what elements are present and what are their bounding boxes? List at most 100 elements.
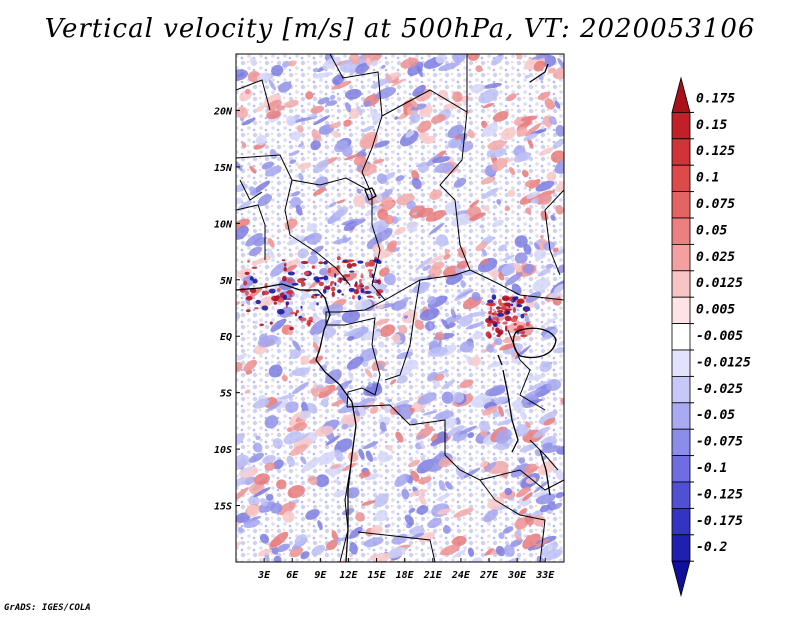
field-cell xyxy=(370,525,383,536)
field-cell xyxy=(408,489,428,497)
field-cell xyxy=(296,260,304,269)
field-cell xyxy=(516,304,523,308)
field-cell xyxy=(269,148,278,160)
field-cell xyxy=(378,341,385,348)
field-cell xyxy=(533,60,546,72)
field-cell xyxy=(386,547,407,559)
field-cell xyxy=(310,386,330,394)
field-cell xyxy=(557,57,564,69)
field-cell xyxy=(496,198,502,205)
field-cell xyxy=(265,494,274,501)
boundary-line xyxy=(344,317,381,408)
field-cell xyxy=(379,324,396,337)
colorbar-label: -0.125 xyxy=(696,487,743,502)
field-cell xyxy=(292,340,301,351)
lon-label: 24E xyxy=(451,570,471,581)
field-cell xyxy=(394,473,410,488)
field-cell xyxy=(271,64,284,77)
field-cell xyxy=(444,249,451,255)
field-cell xyxy=(330,464,341,469)
field-cell xyxy=(491,294,497,300)
field-cell xyxy=(236,541,242,549)
field-cell xyxy=(313,187,327,196)
field-cell xyxy=(300,355,310,365)
field-cell xyxy=(523,263,535,274)
field-cell xyxy=(236,487,249,502)
field-cell xyxy=(543,328,559,340)
field-cell xyxy=(514,235,528,248)
field-cell xyxy=(440,544,460,556)
field-cell xyxy=(496,334,501,338)
field-cell xyxy=(245,296,253,301)
field-cell xyxy=(450,308,457,319)
boundary-line xyxy=(381,54,468,117)
field-cell xyxy=(282,60,291,68)
field-cell xyxy=(345,487,360,499)
field-cell xyxy=(519,443,539,453)
field-cell xyxy=(325,369,342,385)
field-cell xyxy=(349,270,355,273)
field-cell xyxy=(334,282,337,286)
field-cell xyxy=(525,310,528,313)
field-cell xyxy=(286,427,293,432)
field-cell xyxy=(272,459,284,470)
field-cell xyxy=(459,341,475,353)
field-cell xyxy=(375,194,383,202)
boundary-line xyxy=(236,79,271,111)
field-cell xyxy=(417,392,437,405)
field-cell xyxy=(342,235,348,243)
field-cell xyxy=(451,213,470,227)
field-cell xyxy=(246,309,251,313)
field-cell xyxy=(520,115,538,122)
field-cell xyxy=(331,399,346,407)
lon-label: 15E xyxy=(368,570,387,581)
field-cell xyxy=(522,306,531,312)
field-cell xyxy=(341,260,350,264)
lat-label: 15S xyxy=(214,502,232,513)
field-cell xyxy=(467,432,475,439)
field-cell xyxy=(496,318,499,322)
field-cell xyxy=(536,555,546,562)
colorbar-label: -0.1 xyxy=(696,461,727,476)
field-cell xyxy=(261,161,274,170)
field-cell xyxy=(297,248,309,259)
field-cell xyxy=(478,88,499,104)
field-cell xyxy=(443,253,451,260)
field-cell xyxy=(316,302,319,306)
field-cell xyxy=(502,321,508,325)
field-cell xyxy=(444,314,462,324)
field-cell xyxy=(475,65,483,73)
field-cell xyxy=(532,278,551,292)
field-cell xyxy=(489,306,493,312)
field-cell xyxy=(331,286,336,292)
field-cell xyxy=(446,425,465,437)
field-cell xyxy=(505,325,508,332)
field-cell xyxy=(342,274,351,278)
field-cell xyxy=(514,252,528,264)
field-cell xyxy=(264,462,276,471)
field-cell xyxy=(547,544,553,552)
field-cell xyxy=(340,557,354,562)
boundary-line xyxy=(439,111,468,201)
field-cell xyxy=(236,477,247,489)
field-cell xyxy=(377,362,385,372)
field-cell xyxy=(332,130,340,139)
field-cell xyxy=(285,301,290,306)
field-cell xyxy=(430,114,446,124)
field-cell xyxy=(309,301,316,311)
field-cell xyxy=(503,557,521,562)
field-cell xyxy=(405,130,415,138)
field-cell xyxy=(324,319,342,329)
field-cell xyxy=(291,191,301,197)
field-cell xyxy=(255,299,261,305)
field-cell xyxy=(248,246,262,257)
field-cell xyxy=(261,305,269,311)
colorbar-label: 0.005 xyxy=(696,303,735,318)
field-cell xyxy=(465,322,485,330)
field-cell xyxy=(343,272,357,282)
field-cell xyxy=(246,504,260,517)
field-cell xyxy=(422,265,432,271)
field-cell xyxy=(513,152,528,163)
field-cell xyxy=(460,280,466,288)
field-cell xyxy=(395,431,404,443)
